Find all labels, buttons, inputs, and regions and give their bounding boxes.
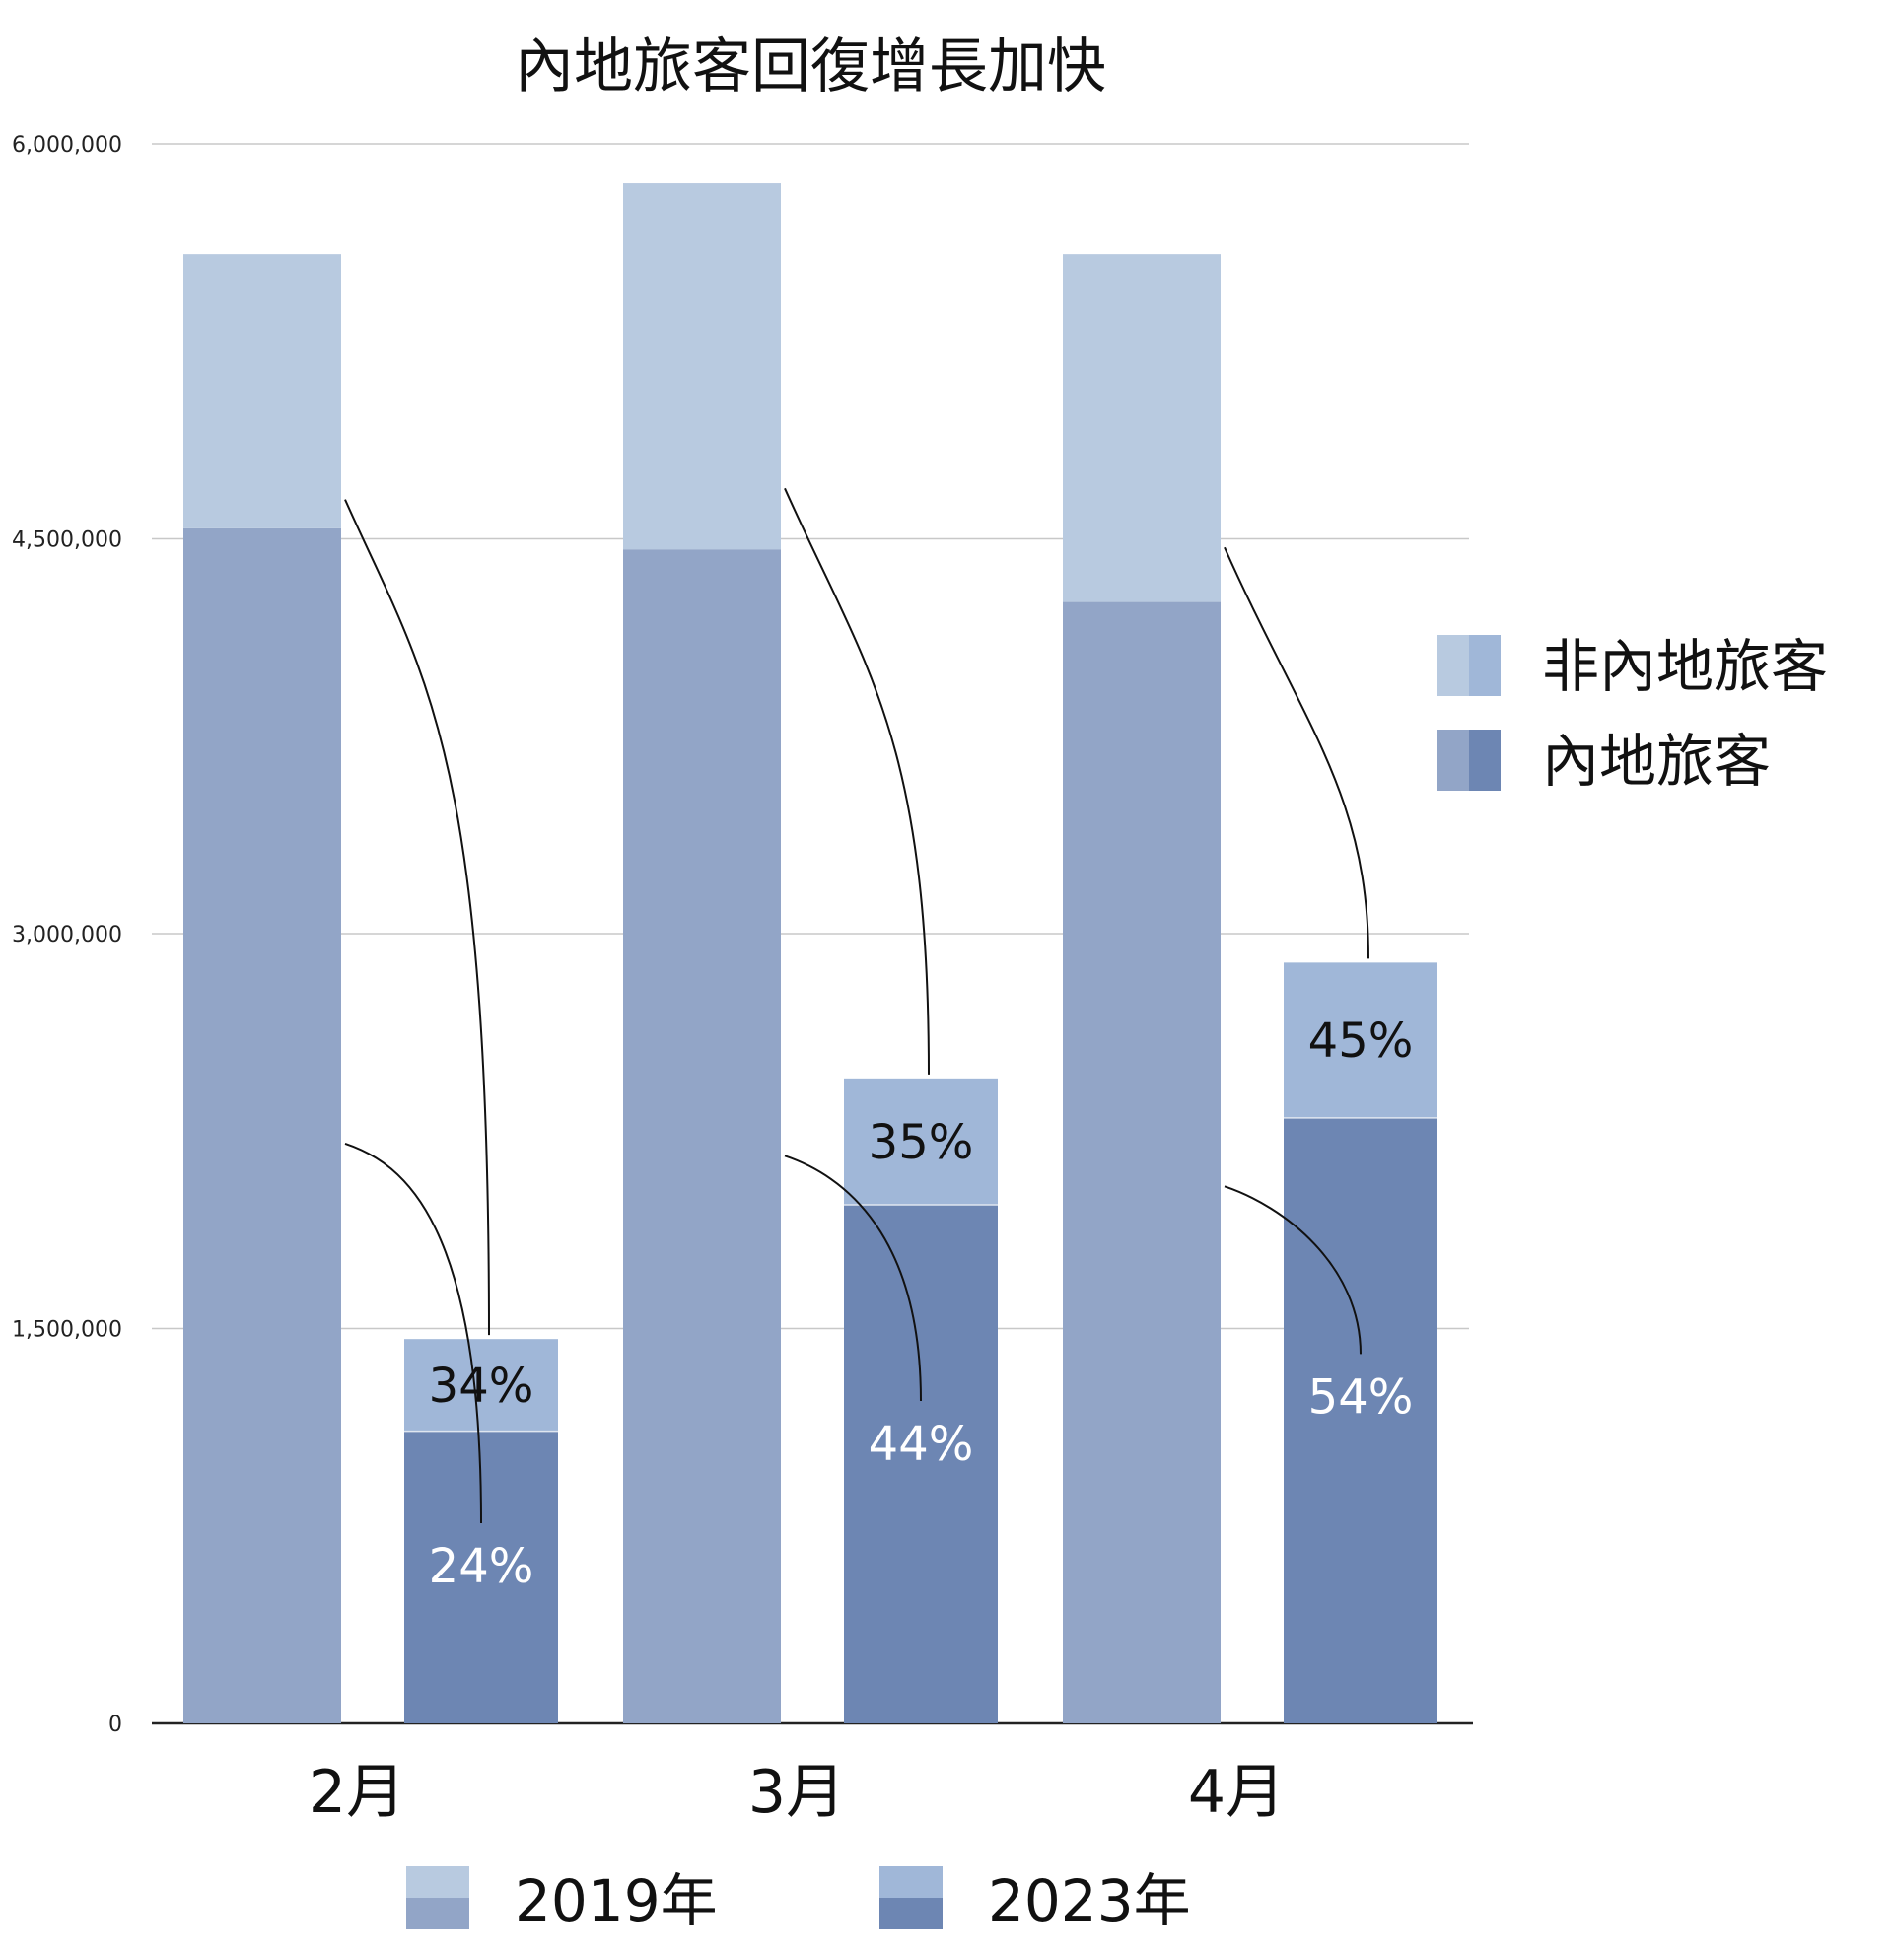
connector-mainland — [1224, 1185, 1362, 1355]
y-tick-label: 1,500,000 — [12, 1318, 122, 1343]
legend-swatch-2019 — [1437, 730, 1469, 791]
legend-year-label: 2019年 — [515, 1867, 718, 1934]
bar-2023-mainland — [1284, 1117, 1437, 1723]
grid — [152, 143, 1473, 1725]
y-tick-label: 4,500,000 — [12, 528, 122, 553]
y-tick-label: 3,000,000 — [12, 923, 122, 947]
bar-2023-non-mainland — [404, 1339, 558, 1432]
y-axis-ticks: 0 1,500,000 3,000,000 4,500,000 6,000,000 — [12, 133, 122, 1737]
percent-label-non-mainland: 35% — [869, 1115, 974, 1170]
legend-swatch-2023 — [1469, 635, 1501, 696]
legend-year-label: 2023年 — [988, 1867, 1191, 1934]
legend-stack-label: 內地旅客 — [1542, 728, 1771, 795]
bar-2023-non-mainland — [1284, 962, 1437, 1118]
bar-2023-non-mainland — [844, 1078, 998, 1206]
bar-2019-mainland — [1063, 601, 1221, 1723]
x-category-label: 2月 — [309, 1758, 405, 1827]
y-tick-label: 0 — [108, 1713, 122, 1737]
connector-non-mainland — [784, 487, 930, 1075]
connector-mainland — [784, 1155, 922, 1401]
percent-label-mainland: 24% — [429, 1539, 534, 1594]
legend-swatch-bottom — [879, 1898, 943, 1929]
percent-label-mainland: 44% — [869, 1417, 974, 1472]
legend-year: 2019年 2023年 — [406, 1866, 1191, 1934]
bar-2019-non-mainland — [623, 183, 781, 550]
percent-label-non-mainland: 45% — [1308, 1014, 1414, 1069]
bar-2019-mainland — [623, 549, 781, 1724]
connectors — [344, 487, 1369, 1523]
x-axis-labels: 2月 3月 4月 — [309, 1758, 1285, 1827]
connector-non-mainland — [344, 499, 490, 1336]
bar-2019-non-mainland — [183, 254, 341, 528]
chart-title: 內地旅客回復增長加快 — [515, 33, 1106, 102]
percent-labels: 34% 24% 35% 44% 45% 54% — [429, 1014, 1414, 1594]
y-tick-label: 6,000,000 — [12, 133, 122, 158]
bar-2019-non-mainland — [1063, 254, 1221, 602]
bars — [183, 183, 1437, 1724]
legend-swatch-2023 — [1469, 730, 1501, 791]
percent-label-non-mainland: 34% — [429, 1359, 534, 1414]
legend-stack-label: 非內地旅客 — [1542, 633, 1828, 700]
percent-label-mainland: 54% — [1308, 1369, 1414, 1425]
x-category-label: 4月 — [1188, 1758, 1285, 1827]
legend-swatch-bottom — [406, 1898, 469, 1929]
x-category-label: 3月 — [748, 1758, 845, 1827]
legend-swatch-top — [406, 1866, 469, 1898]
legend-swatch-2019 — [1437, 635, 1469, 696]
legend-swatch-top — [879, 1866, 943, 1898]
bar-2019-mainland — [183, 527, 341, 1723]
connector-mainland — [344, 1142, 482, 1523]
bar-2023-mainland — [844, 1205, 998, 1723]
connector-non-mainland — [1224, 546, 1369, 959]
